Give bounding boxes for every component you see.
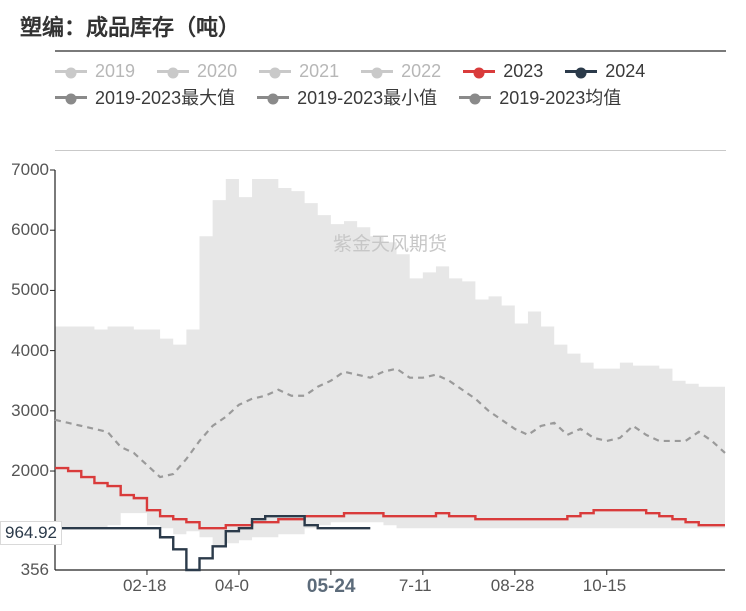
y-tick-label: 356 [21, 560, 49, 580]
x-tick-label: 02-18 [123, 576, 166, 596]
x-tick-label: 05-24 [307, 576, 356, 598]
legend-label: 2019 [95, 61, 135, 82]
legend-label: 2024 [605, 61, 645, 82]
legend-item-max[interactable]: 2019-2023最大值 [55, 84, 235, 110]
legend-item-2022[interactable]: 2022 [361, 58, 441, 84]
y-tick-label: 3000 [11, 401, 49, 421]
x-tick-label: 10-15 [583, 576, 626, 596]
chart-legend: 2019 2020 2021 2022 2023 2024 2019-2023最大值 2019… [55, 50, 726, 110]
y-tick-label: 5000 [11, 280, 49, 300]
legend-item-avg[interactable]: 2019-2023均值 [459, 84, 621, 110]
x-tick-label: 04-0 [215, 576, 249, 596]
legend-item-2024[interactable]: 2024 [565, 58, 645, 84]
legend-item-2020[interactable]: 2020 [157, 58, 237, 84]
legend-item-min[interactable]: 2019-2023最小值 [257, 84, 437, 110]
legend-label: 2023 [503, 61, 543, 82]
legend-item-2019[interactable]: 2019 [55, 58, 135, 84]
watermark: 紫金天风期货 [333, 233, 447, 255]
legend-item-2021[interactable]: 2021 [259, 58, 339, 84]
legend-label: 2019-2023最小值 [297, 84, 437, 110]
legend-label: 2021 [299, 61, 339, 82]
x-tick-label: 7-11 [399, 576, 432, 596]
legend-item-2023[interactable]: 2023 [463, 58, 543, 84]
y-tick-label: 4000 [11, 341, 49, 361]
chart-plot-area: 紫金天风期货 [55, 170, 725, 570]
y-highlight-value: 964.92 [0, 521, 62, 545]
legend-label: 2022 [401, 61, 441, 82]
y-tick-label: 2000 [11, 461, 49, 481]
y-tick-label: 7000 [11, 160, 49, 180]
legend-divider [55, 150, 726, 151]
x-tick-label: 08-28 [491, 576, 534, 596]
chart-title: 塑编：成品库存（吨） [20, 10, 240, 42]
legend-label: 2020 [197, 61, 237, 82]
y-tick-label: 6000 [11, 220, 49, 240]
legend-label: 2019-2023最大值 [95, 84, 235, 110]
legend-label: 2019-2023均值 [499, 84, 621, 110]
